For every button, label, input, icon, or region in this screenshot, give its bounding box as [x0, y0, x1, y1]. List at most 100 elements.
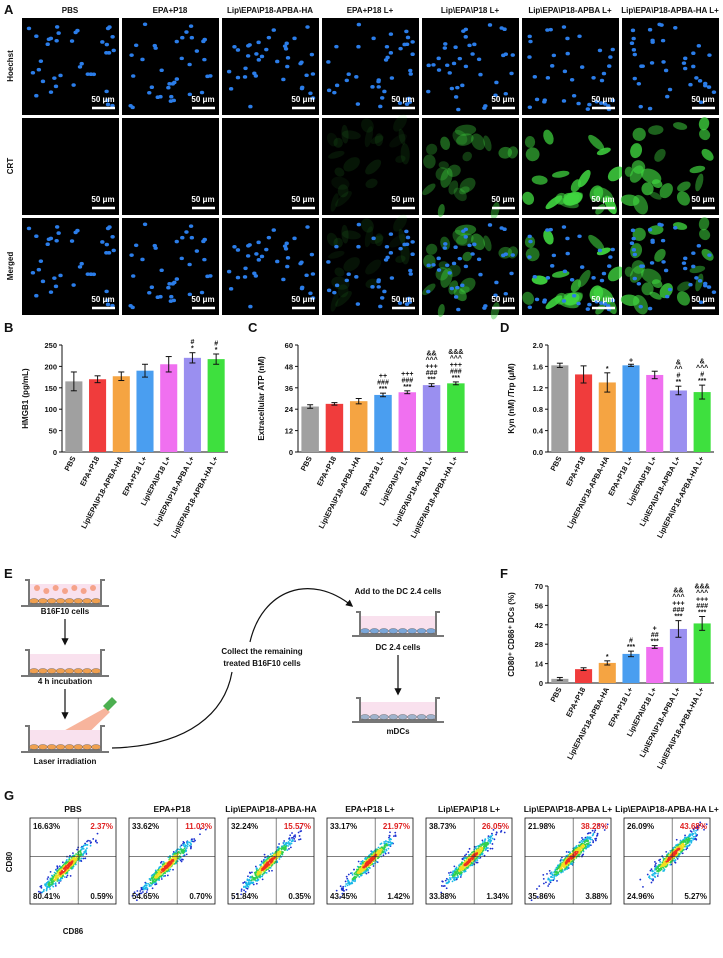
y-tick-label: 0.4	[533, 427, 544, 436]
event	[648, 875, 651, 878]
event	[545, 881, 547, 884]
event	[159, 865, 162, 868]
event	[59, 877, 62, 880]
crt-cell	[365, 159, 382, 175]
event	[484, 839, 486, 842]
nucleus	[332, 290, 337, 295]
nucleus	[410, 40, 415, 44]
nucleus	[681, 61, 687, 65]
event	[589, 838, 592, 841]
event	[43, 888, 45, 891]
nucleus	[667, 287, 673, 292]
event	[491, 843, 494, 845]
event	[646, 873, 649, 876]
nucleus	[711, 90, 717, 94]
event	[556, 868, 559, 871]
event	[85, 853, 88, 855]
nucleus	[527, 234, 532, 239]
nucleus	[36, 267, 42, 272]
nucleus	[259, 254, 265, 259]
event	[387, 841, 390, 844]
crt-cell	[570, 179, 582, 193]
quadrant-percent: 11.03%	[185, 822, 212, 831]
cell	[91, 598, 101, 604]
micrograph-bg	[222, 18, 319, 115]
well	[25, 649, 105, 675]
significance: **	[676, 379, 682, 386]
event	[133, 891, 136, 894]
event	[489, 840, 491, 843]
significance: +++	[672, 601, 684, 608]
nucleus	[104, 242, 110, 247]
step-label: mDCs	[386, 727, 410, 736]
event	[271, 869, 273, 872]
event	[596, 832, 599, 835]
event	[480, 847, 483, 849]
x-tick-label: Lip\EPA\P18-APBA-HA L+	[655, 685, 706, 771]
event	[298, 835, 301, 837]
nucleus	[85, 272, 90, 276]
micrograph-bg	[122, 118, 219, 215]
x-tick-label: Lip\EPA\P18-APBA-HA L+	[409, 454, 460, 540]
nucleus	[565, 236, 570, 241]
significance: ##	[651, 632, 659, 639]
event	[144, 884, 147, 887]
nucleus	[235, 248, 241, 252]
event	[139, 890, 142, 892]
column-label: EPA+P18	[153, 6, 188, 15]
nucleus	[281, 277, 286, 282]
event	[394, 835, 397, 838]
nucleus	[453, 295, 459, 299]
event	[447, 878, 449, 881]
crt-cell	[389, 233, 407, 248]
crt-cell	[677, 281, 691, 292]
event	[483, 854, 486, 857]
nucleus	[691, 64, 696, 69]
bar	[301, 406, 319, 452]
nucleus	[232, 44, 237, 49]
event	[556, 880, 558, 882]
event	[160, 878, 163, 880]
crt-cell	[426, 143, 438, 155]
event	[174, 852, 177, 855]
crt-cell	[400, 243, 410, 265]
event	[277, 849, 280, 852]
nucleus	[370, 285, 375, 289]
nucleus	[694, 76, 699, 80]
micrograph	[422, 18, 519, 115]
event	[251, 881, 254, 884]
event	[653, 875, 656, 878]
event	[83, 851, 86, 853]
nucleus	[528, 39, 533, 44]
micrograph-bg	[222, 218, 319, 315]
event	[691, 834, 694, 836]
event	[372, 865, 375, 867]
event	[267, 862, 270, 865]
event	[140, 892, 143, 895]
nucleus	[271, 28, 276, 32]
nucleus	[527, 255, 532, 259]
bar	[598, 382, 616, 452]
event	[244, 890, 247, 893]
crt-cell	[490, 202, 500, 220]
nucleus	[75, 28, 80, 33]
event	[167, 863, 170, 866]
nucleus	[602, 302, 608, 306]
significance: ^^^	[696, 364, 708, 372]
event	[186, 845, 189, 848]
event	[576, 850, 579, 853]
event	[284, 846, 287, 849]
nucleus	[292, 36, 297, 41]
nucleus	[292, 236, 297, 241]
significance: &&	[427, 351, 437, 358]
event	[245, 881, 248, 884]
panel-label: C	[248, 320, 258, 335]
event	[594, 837, 597, 840]
cell	[388, 714, 398, 720]
bar	[646, 646, 664, 683]
step-label: Laser irradiation	[34, 757, 97, 766]
nucleus	[649, 261, 655, 265]
nucleus	[494, 80, 499, 85]
event	[82, 857, 85, 860]
nucleus	[636, 281, 642, 286]
